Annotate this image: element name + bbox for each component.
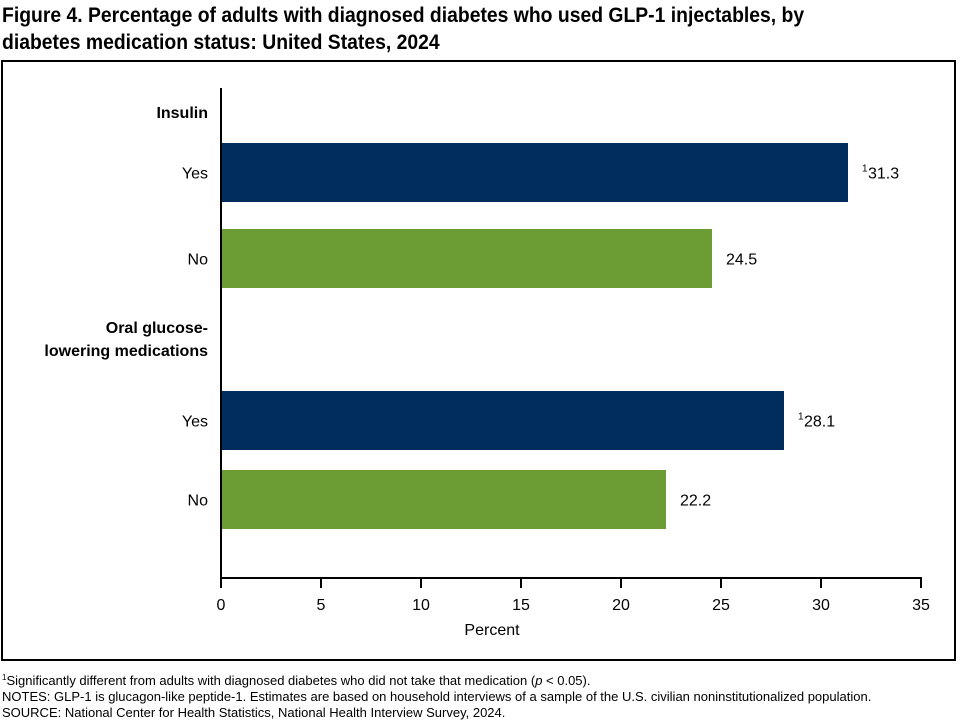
x-tick-label: 5 bbox=[317, 597, 326, 614]
x-tick-label: 30 bbox=[812, 597, 830, 614]
x-tick-label: 10 bbox=[412, 597, 430, 614]
category-label: Yes bbox=[182, 166, 208, 183]
notes: NOTES: GLP-1 is glucagon-like peptide-1.… bbox=[2, 689, 872, 704]
data-label: 28.1 bbox=[804, 414, 835, 431]
x-tick-label: 15 bbox=[512, 597, 530, 614]
data-label: 24.5 bbox=[726, 252, 757, 269]
category-label: Yes bbox=[182, 414, 208, 431]
bar-oral-yes bbox=[222, 391, 784, 450]
footnote-marker: 1 bbox=[798, 412, 804, 423]
chart-footer: 1Significantly different from adults wit… bbox=[2, 670, 871, 721]
x-tick-label: 25 bbox=[712, 597, 730, 614]
footnote: 1Significantly different from adults wit… bbox=[2, 673, 591, 688]
category-label: No bbox=[188, 252, 209, 269]
x-tick-label: 35 bbox=[912, 597, 930, 614]
bar-insulin-yes bbox=[222, 143, 848, 202]
x-axis-label: Percent bbox=[464, 622, 520, 639]
category-label: No bbox=[188, 493, 209, 510]
chart-title-line-2: diabetes medication status: United State… bbox=[2, 30, 440, 54]
group-label: Oral glucose- bbox=[106, 320, 208, 337]
source: SOURCE: National Center for Health Stati… bbox=[2, 705, 506, 720]
group-label: Insulin bbox=[156, 105, 208, 122]
group-label: lowering medications bbox=[44, 343, 208, 360]
data-label: 22.2 bbox=[680, 493, 711, 510]
chart-title: Figure 4. Percentage of adults with diag… bbox=[2, 2, 947, 56]
bar-insulin-no bbox=[222, 229, 712, 288]
chart-title-line-1: Figure 4. Percentage of adults with diag… bbox=[2, 3, 805, 27]
x-tick-label: 20 bbox=[612, 597, 630, 614]
chart-frame bbox=[1, 60, 956, 661]
bar-oral-no bbox=[222, 470, 666, 529]
footnote-marker: 1 bbox=[862, 164, 868, 175]
x-tick-label: 0 bbox=[217, 597, 226, 614]
data-label: 31.3 bbox=[868, 166, 899, 183]
